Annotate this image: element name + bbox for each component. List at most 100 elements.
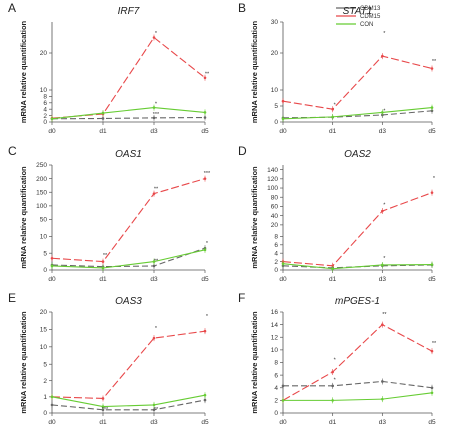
data-point-cdm13 (203, 398, 207, 402)
y-tick-label: 200 (36, 176, 47, 183)
x-tick-label: d0 (279, 128, 287, 135)
chart-panel-b: B STAT1 mRNA relative quantification 0 5 10 20… (238, 1, 437, 135)
data-point-cdm15 (281, 99, 285, 103)
significance-marker: * (155, 101, 158, 107)
x-tick-label: d1 (329, 276, 337, 283)
x-tick-label: d0 (279, 276, 287, 283)
x-tick-label: d5 (428, 128, 436, 135)
significance-marker: ** (432, 341, 437, 347)
y-tick-label: 1 (43, 394, 47, 401)
data-point-con (203, 248, 207, 252)
y-tick-label: 4 (43, 106, 47, 113)
y-tick-label: 100 (36, 203, 47, 210)
significance-marker: ** (154, 187, 159, 193)
y-axis-label: mRNA relative quantification (19, 311, 28, 414)
x-tick-label: d5 (201, 128, 209, 135)
panel-letter: B (238, 1, 246, 15)
y-tick-label: 2 (43, 113, 47, 120)
data-point-con (331, 399, 334, 402)
data-point-cdm13 (430, 386, 434, 390)
y-tick-label: 15 (40, 327, 48, 334)
data-point-cdm13 (152, 116, 156, 120)
data-point-cdm13 (331, 384, 334, 388)
x-tick-label: d1 (329, 128, 337, 135)
y-tick-label: 20 (40, 309, 48, 316)
data-point-con (152, 403, 156, 407)
y-tick-label: 20 (271, 222, 279, 229)
chart-title: OAS3 (115, 296, 142, 307)
significance-marker: * (155, 326, 158, 332)
y-tick-label: 5 (43, 250, 47, 257)
data-point-con (152, 106, 156, 109)
series-line-cdm15 (282, 323, 433, 401)
data-point-cdm13 (381, 380, 384, 383)
data-point-con (381, 111, 384, 114)
chart-title: OAS2 (344, 149, 371, 160)
data-point-cdm15 (381, 323, 384, 326)
y-tick-label: 0 (43, 410, 47, 417)
data-point-cdm13 (203, 116, 207, 119)
data-point-con (281, 117, 285, 121)
series-line-con (283, 392, 433, 401)
significance-marker: * (155, 31, 158, 37)
y-tick-label: 8 (274, 360, 278, 367)
significance-marker: * (206, 241, 209, 247)
y-tick-label: 250 (36, 162, 47, 169)
significance-marker: * (383, 256, 386, 262)
significance-marker: * (383, 31, 386, 37)
series-line-cdm13 (283, 380, 433, 389)
y-tick-label: 0 (274, 410, 278, 417)
series-line-cdm15 (282, 192, 433, 267)
significance-marker: * (383, 109, 386, 115)
y-axis-label: mRNA relative quantification (250, 166, 259, 269)
data-point-con (152, 260, 156, 263)
data-point-cdm15 (331, 370, 334, 374)
y-tick-label: 60 (271, 204, 279, 211)
chart-panel-d: D OAS2 mRNA relative quantification 02 468 20… (238, 144, 436, 283)
y-tick-label: 10 (271, 87, 279, 94)
y-tick-label: 6 (43, 100, 47, 107)
y-tick-label: 5 (274, 103, 278, 110)
y-tick-label: 2 (274, 259, 278, 266)
y-tick-label: 20 (271, 50, 279, 57)
x-tick-label: d5 (201, 276, 209, 283)
significance-marker: *** (153, 112, 160, 118)
data-point-cdm15 (101, 397, 105, 400)
y-tick-label: 2 (43, 378, 47, 385)
x-tick-label: d3 (150, 128, 158, 135)
significance-marker: ** (103, 253, 108, 259)
data-point-cdm13 (430, 109, 434, 113)
data-point-cdm13 (50, 403, 54, 407)
chart-title: OAS1 (115, 149, 142, 160)
series-line-cdm13 (51, 247, 206, 268)
series-line-cdm15 (51, 330, 206, 400)
data-point-con (101, 405, 105, 408)
panel-letter: E (8, 291, 16, 305)
y-tick-label: 12 (271, 334, 279, 341)
data-point-cdm15 (101, 260, 105, 263)
data-point-cdm13 (152, 408, 156, 412)
data-point-con (203, 393, 207, 397)
series-line-cdm13 (282, 110, 433, 119)
x-tick-label: d3 (150, 276, 158, 283)
y-tick-label: 10 (40, 87, 48, 94)
significance-marker: ** (154, 259, 159, 265)
y-tick-label: 16 (271, 309, 279, 316)
legend-entry: CDM15 (360, 14, 381, 20)
significance-marker: ** (154, 407, 159, 413)
y-tick-label: 10 (40, 234, 48, 241)
y-tick-label: 6 (274, 242, 278, 249)
series-line-cdm13 (51, 399, 206, 411)
significance-marker: * (206, 314, 209, 320)
significance-marker: *** (204, 171, 211, 177)
y-tick-label: 140 (267, 167, 278, 174)
significance-marker: * (383, 202, 386, 208)
y-tick-label: 4 (274, 385, 278, 392)
x-tick-label: d3 (379, 419, 387, 426)
chart-panel-c: C OAS1 mRNA relative quantification 0 5 10 50 1… (8, 144, 211, 283)
significance-marker: ** (382, 312, 387, 318)
x-tick-label: d0 (48, 419, 56, 426)
data-point-cdm15 (430, 349, 434, 353)
data-point-con (101, 111, 105, 115)
